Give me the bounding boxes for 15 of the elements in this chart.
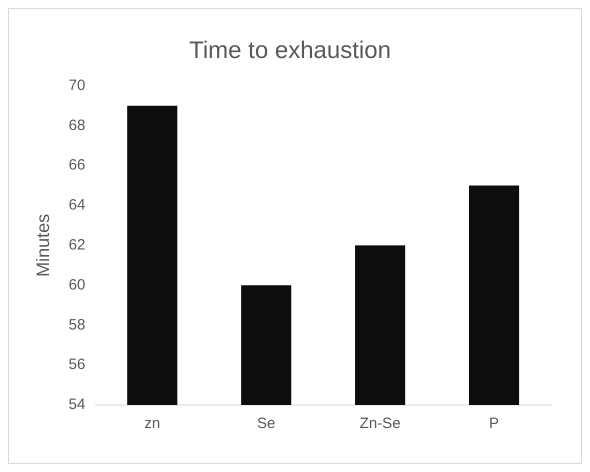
y-tick-label: 54 xyxy=(68,396,86,414)
x-tick-label: zn xyxy=(144,415,160,432)
y-tick-label: 66 xyxy=(68,156,86,174)
y-axis-title: Minutes xyxy=(32,214,53,277)
y-tick-label: 62 xyxy=(68,236,86,254)
y-tick-label: 64 xyxy=(68,196,86,214)
y-tick-label: 56 xyxy=(68,356,86,374)
x-tick-label: P xyxy=(489,415,500,432)
x-tick-label: Se xyxy=(257,415,276,432)
y-tick-label: 60 xyxy=(68,276,86,294)
x-tick-label: Zn-Se xyxy=(360,415,401,432)
y-tick-label: 68 xyxy=(68,116,86,134)
chart-title: Time to exhaustion xyxy=(189,37,391,64)
y-tick-label: 58 xyxy=(68,316,86,334)
y-tick-label: 70 xyxy=(68,76,86,94)
